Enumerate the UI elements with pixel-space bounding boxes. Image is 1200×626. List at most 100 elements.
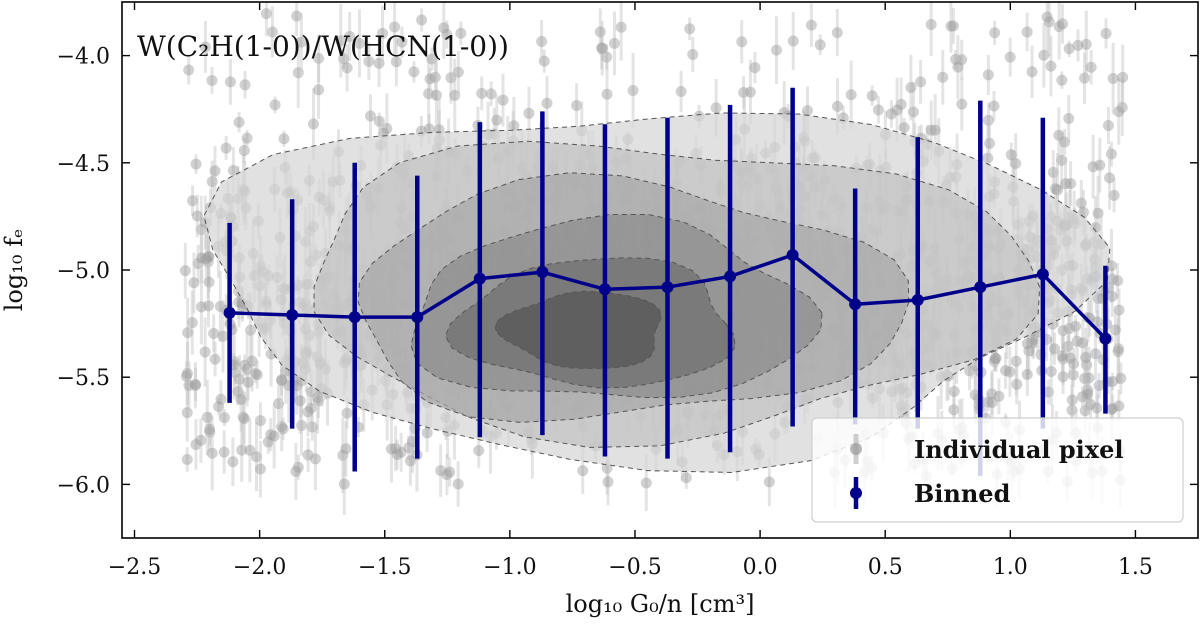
pixel-point [1060,178,1072,190]
pixel-point [444,466,456,478]
pixel-point [1107,375,1119,387]
pixel-point [306,421,318,433]
pixel-point [594,26,606,38]
legend-box [811,417,1184,523]
pixel-point [195,301,207,313]
pixel-point [190,378,202,390]
pixel-point [1005,149,1017,161]
y-tick-label: −4.5 [57,152,110,177]
pixel-point [1092,292,1104,304]
pixel-point [1093,380,1105,392]
pixel-point [1079,72,1091,84]
pixel-point [615,21,627,33]
pixel-point [390,443,402,455]
pixel-point [227,456,239,468]
pixel-point [536,36,548,48]
pixel-point [395,446,407,458]
y-tick-label: −5.5 [57,366,110,391]
pixel-point [246,355,258,367]
pixel-point [1117,71,1129,83]
pixel-point [276,374,288,386]
pixel-point [214,300,226,312]
pixel-point [814,39,826,51]
x-tick-label: −0.5 [608,555,661,580]
binned-point [974,281,987,294]
legend-pixel-label: Individual pixel [914,435,1123,464]
chart-title: W(C₂H(1-0))/W(HCN(1-0)) [137,30,509,63]
pixel-point [845,89,857,101]
y-tick-label: −5.0 [57,259,110,284]
legend-binned-label: Binned [914,479,1011,508]
pixel-point [1090,348,1102,360]
pixel-point [305,386,317,398]
x-tick-label: 1.0 [993,555,1028,580]
pixel-point [1113,106,1125,118]
pixel-point [291,10,303,22]
y-tick-label: −4.0 [57,45,110,70]
pixel-point [239,359,251,371]
pixel-point [601,462,613,474]
pixel-point [307,118,319,130]
plot-area [179,2,1129,516]
pixel-point [937,71,949,83]
pixel-point [1027,334,1039,346]
pixel-point [1115,372,1127,384]
pixel-point [684,23,696,35]
pixel-point [596,42,608,54]
pixel-point [925,18,937,30]
pixel-point [1087,161,1099,173]
pixel-point [736,36,748,48]
pixel-point [190,438,202,450]
x-tick-label: −1.5 [358,555,411,580]
pixel-point [1043,16,1055,28]
pixel-point [969,389,981,401]
pixel-point [1080,38,1092,50]
pixel-point [209,165,221,177]
pixel-point [296,419,308,431]
pixel-point [885,108,897,120]
x-tick-label: −2.0 [233,555,286,580]
pixel-point [234,373,246,385]
pixel-point [421,427,433,439]
x-tick-label: 1.5 [1118,555,1153,580]
pixel-point [508,120,520,132]
pixel-point [260,8,272,20]
pixel-point [202,300,214,312]
binned-point [1036,268,1049,281]
binned-point [223,306,236,319]
pixel-point [1021,26,1033,38]
pixel-point [313,52,325,64]
pixel-point [452,478,464,490]
pixel-point [948,404,960,416]
pixel-point [1049,183,1061,195]
pixel-point [305,402,317,414]
pixel-point [771,44,783,56]
pixel-point [213,401,225,413]
pixel-point [273,398,285,410]
legend-pixel-marker [850,443,862,455]
pixel-point [218,446,230,458]
pixel-point [1081,359,1093,371]
pixel-point [1079,405,1091,417]
pixel-point [990,352,1002,364]
pixel-point [1063,43,1075,55]
pixel-point [232,386,244,398]
binned-point [661,281,674,294]
pixel-point [832,100,844,112]
pixel-point [202,251,214,263]
pixel-point [262,436,274,448]
binned-point [536,266,549,279]
pixel-point [601,51,613,63]
pixel-point [1091,316,1103,328]
pixel-point [391,449,403,461]
pixel-point [948,385,960,397]
pixel-point [523,107,535,119]
pixel-point [235,393,247,405]
pixel-point [1094,159,1106,171]
axis-ticks: −2.5 −2.0 −1.5 −1.0 −0.5 0.0 0.5 1.0 1.5 −6.0 −5.5… [57,2,1198,580]
pixel-point [993,390,1005,402]
pixel-point [1021,368,1033,380]
pixel-point [1112,275,1124,287]
pixel-point [181,407,193,419]
